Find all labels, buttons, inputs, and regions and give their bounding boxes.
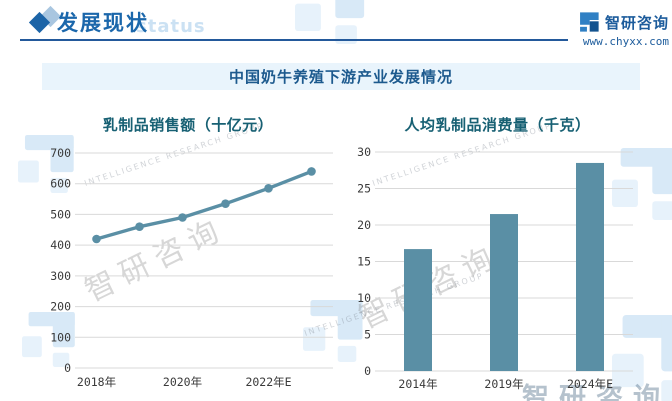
- header-divider: [20, 39, 568, 41]
- bar-chart-title: 人均乳制品消费量（千克）: [404, 116, 591, 134]
- brand-name: 智研咨询: [604, 13, 669, 32]
- banner: 中国奶牛养殖下游产业发展情况: [42, 63, 640, 90]
- bar-chart-canvas: 0 5 10 15 20 25 30 2014年 2019年 2024年E: [357, 145, 633, 391]
- svg-text:2018年: 2018年: [77, 375, 116, 389]
- svg-text:2014年: 2014年: [398, 377, 437, 391]
- svg-text:300: 300: [50, 269, 71, 283]
- svg-text:0: 0: [64, 361, 71, 375]
- svg-text:15: 15: [357, 255, 371, 269]
- svg-text:5: 5: [364, 328, 371, 342]
- watermark-logo-icon: [303, 300, 363, 362]
- status-watermark: status: [136, 16, 206, 37]
- svg-text:30: 30: [357, 145, 371, 159]
- page-title: 发展现状: [57, 11, 149, 35]
- line-chart-title: 乳制品销售额（十亿元）: [102, 116, 274, 134]
- svg-text:100: 100: [50, 330, 71, 344]
- svg-text:2019年: 2019年: [484, 377, 523, 391]
- svg-text:600: 600: [50, 177, 71, 191]
- watermark-text-bottom: 智研咨询: [522, 383, 670, 401]
- svg-text:400: 400: [50, 238, 71, 252]
- line-chart-canvas: 0 100 200 300 400 500 600 700 2018年 2020年 2022年E: [50, 146, 333, 389]
- svg-text:700: 700: [50, 146, 71, 160]
- svg-text:25: 25: [357, 182, 371, 196]
- watermark-logo-icon: [612, 315, 672, 401]
- watermark-logo-icon: [612, 148, 672, 220]
- brand: 智研咨询 www.chyxx.com: [578, 11, 669, 48]
- brand-logo-icon: [580, 12, 599, 32]
- svg-text:2020年: 2020年: [163, 375, 202, 389]
- svg-text:2024年E: 2024年E: [567, 377, 613, 391]
- svg-text:200: 200: [50, 300, 71, 314]
- svg-text:2022年E: 2022年E: [245, 375, 291, 389]
- svg-text:10: 10: [357, 291, 371, 305]
- svg-text:0: 0: [364, 364, 371, 378]
- svg-text:20: 20: [357, 218, 371, 232]
- watermark-logo-icon: [22, 312, 75, 367]
- watermark-logo-icon: [295, 0, 365, 44]
- watermark-logo-icon: [18, 135, 74, 193]
- svg-text:500: 500: [50, 207, 71, 221]
- brand-url: www.chyxx.com: [582, 35, 669, 48]
- banner-title: 中国奶牛养殖下游产业发展情况: [228, 68, 453, 86]
